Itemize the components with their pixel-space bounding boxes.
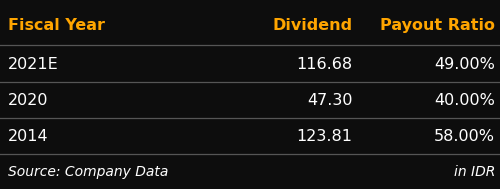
Text: Source: Company Data: Source: Company Data	[8, 165, 168, 179]
Text: 123.81: 123.81	[296, 129, 352, 144]
Text: 2020: 2020	[8, 93, 48, 108]
Text: Payout Ratio: Payout Ratio	[380, 18, 495, 33]
Text: 2014: 2014	[8, 129, 48, 144]
Text: Fiscal Year: Fiscal Year	[8, 18, 104, 33]
Text: in IDR: in IDR	[454, 165, 495, 179]
Text: 2021E: 2021E	[8, 57, 58, 72]
Text: 47.30: 47.30	[307, 93, 352, 108]
Text: 116.68: 116.68	[296, 57, 352, 72]
Text: 40.00%: 40.00%	[434, 93, 495, 108]
Text: 49.00%: 49.00%	[434, 57, 495, 72]
Text: Dividend: Dividend	[272, 18, 352, 33]
Text: 58.00%: 58.00%	[434, 129, 495, 144]
